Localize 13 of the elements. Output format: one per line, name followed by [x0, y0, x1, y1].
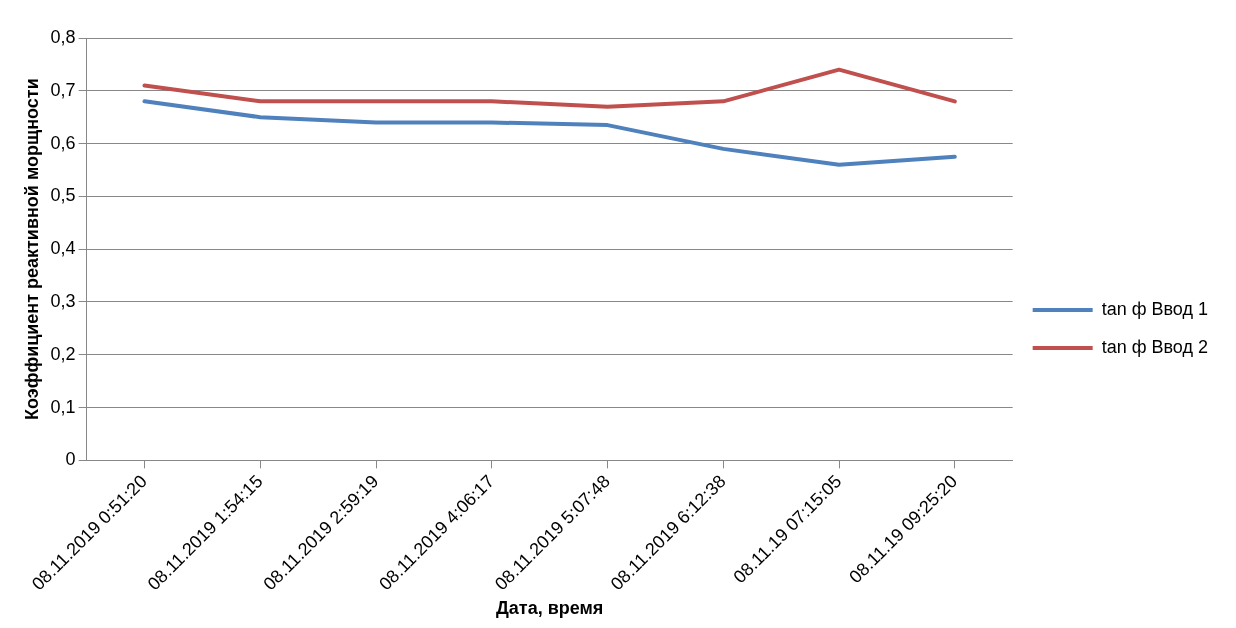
y-tick-label: 0,1: [50, 396, 76, 417]
y-tick-label: 0,6: [50, 132, 76, 153]
x-axis-title: Дата, время: [495, 598, 604, 619]
y-tick-label: 0,4: [50, 238, 76, 259]
y-tick-label: 0: [65, 449, 76, 470]
y-tick-label: 0,2: [50, 343, 76, 364]
y-axis-title: Коэффициент реактивной морщности: [21, 78, 42, 421]
y-tick-label: 0,5: [50, 185, 76, 206]
y-tick-label: 0,7: [50, 79, 76, 100]
y-tick-label: 0,3: [50, 290, 76, 311]
legend-label: tan ф Ввод 2: [1101, 336, 1209, 357]
y-tick-label: 0,8: [50, 26, 76, 47]
legend-label: tan ф Ввод 1: [1101, 298, 1209, 319]
